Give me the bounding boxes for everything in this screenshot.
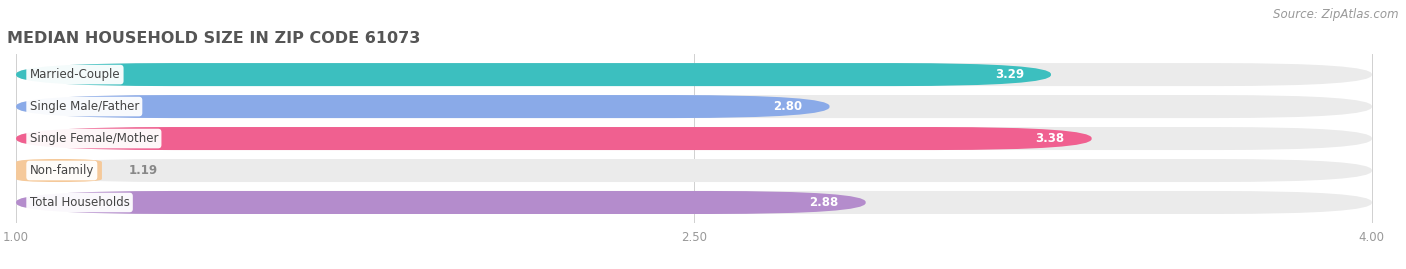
FancyBboxPatch shape xyxy=(15,63,1052,86)
Text: Source: ZipAtlas.com: Source: ZipAtlas.com xyxy=(1274,8,1399,21)
FancyBboxPatch shape xyxy=(15,95,1372,118)
FancyBboxPatch shape xyxy=(15,127,1372,150)
FancyBboxPatch shape xyxy=(15,159,1372,182)
FancyBboxPatch shape xyxy=(15,63,1372,86)
FancyBboxPatch shape xyxy=(15,191,866,214)
Text: Married-Couple: Married-Couple xyxy=(30,68,121,81)
Text: Non-family: Non-family xyxy=(30,164,94,177)
FancyBboxPatch shape xyxy=(15,191,1372,214)
Text: 3.38: 3.38 xyxy=(1035,132,1064,145)
Text: 2.80: 2.80 xyxy=(773,100,803,113)
FancyBboxPatch shape xyxy=(15,127,1091,150)
Text: Single Female/Mother: Single Female/Mother xyxy=(30,132,157,145)
FancyBboxPatch shape xyxy=(15,159,101,182)
Text: 1.19: 1.19 xyxy=(129,164,159,177)
Text: 2.88: 2.88 xyxy=(810,196,838,209)
Text: Single Male/Father: Single Male/Father xyxy=(30,100,139,113)
FancyBboxPatch shape xyxy=(15,95,830,118)
Text: MEDIAN HOUSEHOLD SIZE IN ZIP CODE 61073: MEDIAN HOUSEHOLD SIZE IN ZIP CODE 61073 xyxy=(7,31,420,46)
Text: 3.29: 3.29 xyxy=(994,68,1024,81)
Text: Total Households: Total Households xyxy=(30,196,129,209)
